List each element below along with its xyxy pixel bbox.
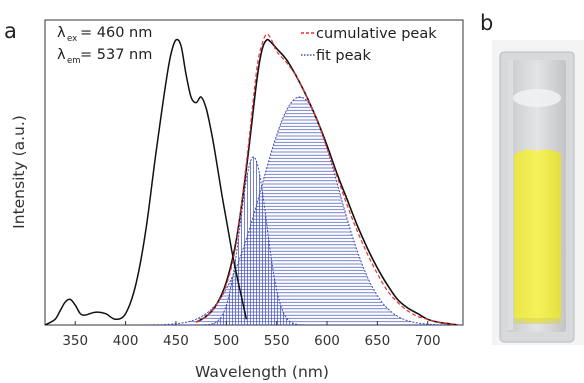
legend: cumulative peak fit peak	[301, 26, 437, 64]
emission-annotation: λ em = 537 nm	[57, 47, 152, 66]
x-axis-title: Wavelength (nm)	[195, 363, 329, 381]
x-tick-label: 650	[364, 333, 390, 349]
em-subscript: em	[67, 56, 81, 66]
excitation-annotation: λ ex = 460 nm	[57, 25, 152, 44]
ex-subscript: ex	[67, 34, 77, 44]
y-axis-title: Intensity (a.u.)	[10, 115, 28, 229]
x-tick-label: 700	[415, 333, 441, 349]
cuvette-with-yellow-powder-photo	[492, 40, 584, 345]
ex-value: = 460 nm	[80, 25, 152, 41]
cumulative-peak-line	[195, 33, 459, 325]
x-tick-label: 550	[264, 333, 290, 349]
excitation-spectrum-line	[45, 38, 248, 325]
x-tick-label: 500	[213, 333, 239, 349]
fit-peaks	[146, 96, 453, 325]
x-tick-label: 600	[314, 333, 340, 349]
em-value: = 537 nm	[80, 47, 152, 63]
em-symbol: λ	[57, 47, 66, 63]
x-tick-label: 350	[62, 333, 88, 349]
panel-label-a: a	[4, 19, 17, 43]
fit-peak-fill-2	[146, 97, 453, 325]
x-tick-label: 400	[113, 333, 139, 349]
x-tick-label: 450	[163, 333, 189, 349]
series-lines	[45, 33, 459, 325]
legend-label-fit: fit peak	[316, 48, 371, 64]
legend-label-cumulative: cumulative peak	[316, 26, 437, 42]
fit-peak-line-2	[146, 96, 453, 325]
panel-label-b: b	[480, 11, 493, 35]
ex-symbol: λ	[57, 25, 66, 41]
x-axis-ticks: 350 400 450 500 550 600 650 700	[62, 321, 441, 349]
